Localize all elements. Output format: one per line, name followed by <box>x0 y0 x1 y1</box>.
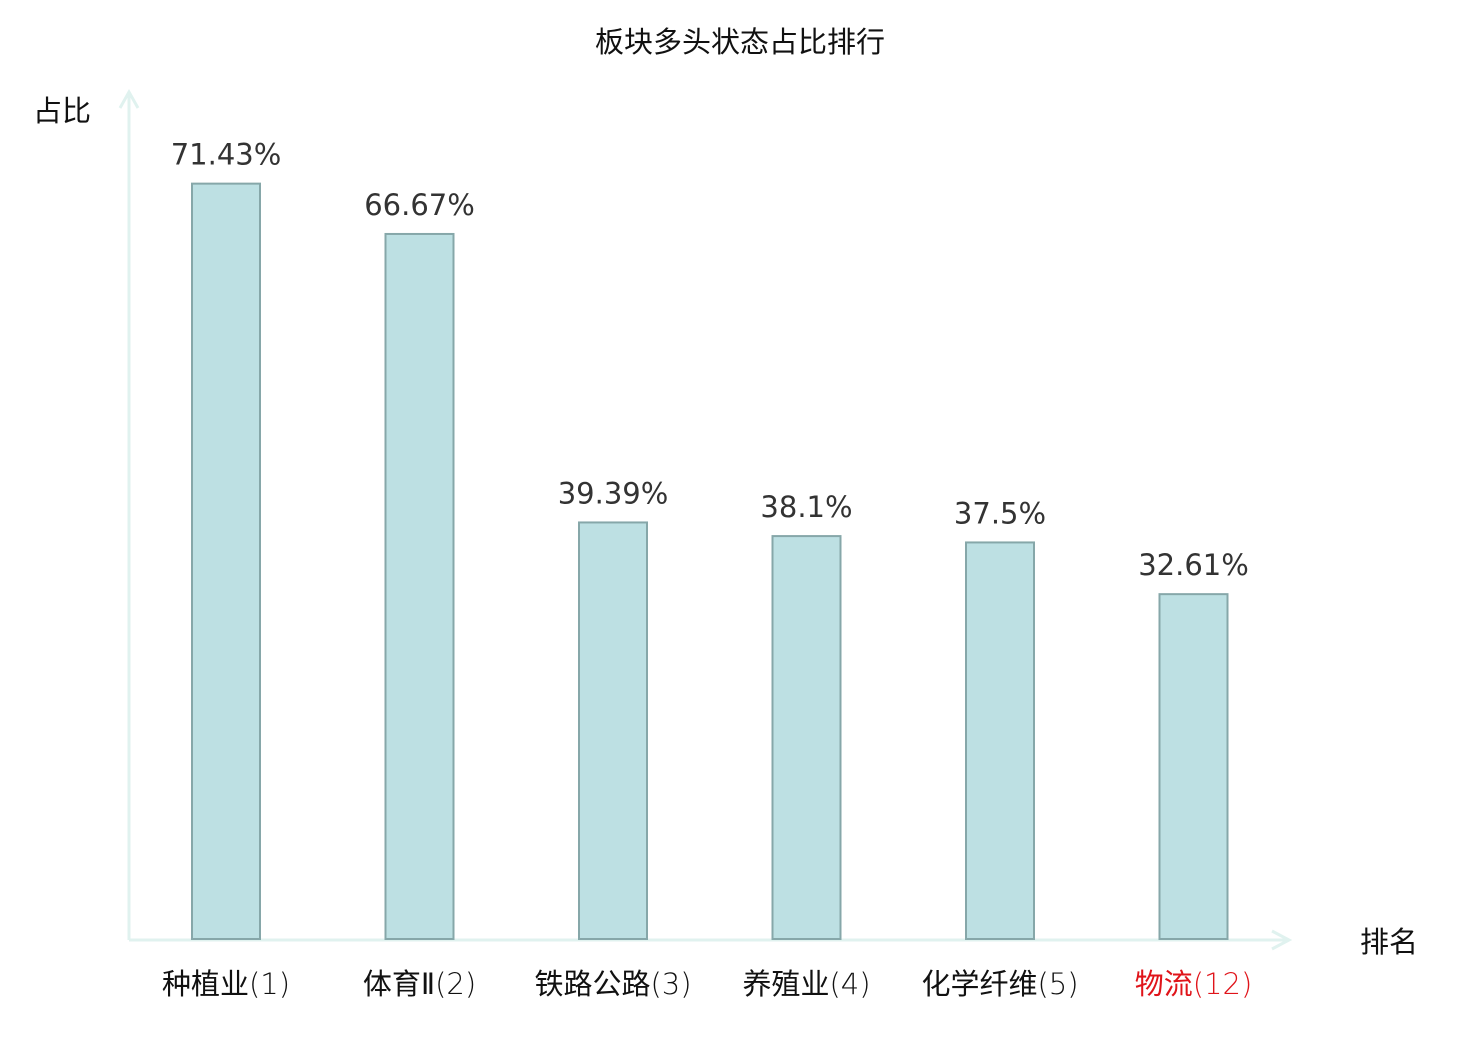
value-label-5: 37.5% <box>954 496 1046 530</box>
chart-title: 板块多头状态占比排行 <box>595 25 885 59</box>
category-name: 铁路公路 <box>534 967 650 1001</box>
value-label-3: 39.39% <box>558 476 669 510</box>
category-label-1: 种植业(1) <box>162 967 290 1001</box>
bar-6 <box>1158 593 1229 940</box>
bar-4 <box>771 535 842 941</box>
category-name: 化学纤维 <box>921 967 1037 1001</box>
category-label-2: 体育Ⅱ(2) <box>363 967 476 1001</box>
category-rank: (1) <box>249 967 290 1001</box>
category-rank: (12) <box>1193 967 1253 1001</box>
category-name: 种植业 <box>162 967 249 1001</box>
bar-5 <box>965 541 1035 940</box>
category-label-5: 化学纤维(5) <box>921 967 1078 1001</box>
y-axis-label: 占比 <box>33 94 91 128</box>
category-rank: (2) <box>435 967 476 1001</box>
bar-series <box>191 182 1229 941</box>
y-axis-arrow <box>118 88 140 109</box>
category-label-6: 物流(12) <box>1135 967 1253 1001</box>
value-label-6: 32.61% <box>1138 548 1249 582</box>
category-labels: 种植业(1) 体育Ⅱ(2) 铁路公路(3) 养殖业(4) 化学纤维(5) 物流(12) <box>162 967 1252 1001</box>
value-label-4: 38.1% <box>760 490 852 524</box>
category-rank: (4) <box>829 967 870 1001</box>
category-label-4: 养殖业(4) <box>742 967 870 1001</box>
category-name: 体育Ⅱ <box>363 967 435 1001</box>
bar-3 <box>578 521 648 940</box>
value-label-2: 66.67% <box>364 188 475 222</box>
x-axis-arrow <box>1271 929 1293 951</box>
value-labels: 71.43% 66.67% 39.39% 38.1% 37.5% 32.61% <box>171 138 1249 583</box>
value-label-1: 71.43% <box>171 138 282 172</box>
category-name: 物流 <box>1135 967 1193 1001</box>
x-axis-label: 排名 <box>1360 925 1418 959</box>
category-name: 养殖业 <box>742 967 829 1001</box>
category-label-3: 铁路公路(3) <box>534 967 691 1001</box>
category-rank: (5) <box>1037 967 1078 1001</box>
bar-1 <box>191 182 261 940</box>
bar-2 <box>384 232 455 941</box>
axes <box>118 88 1293 951</box>
category-rank: (3) <box>650 967 691 1001</box>
